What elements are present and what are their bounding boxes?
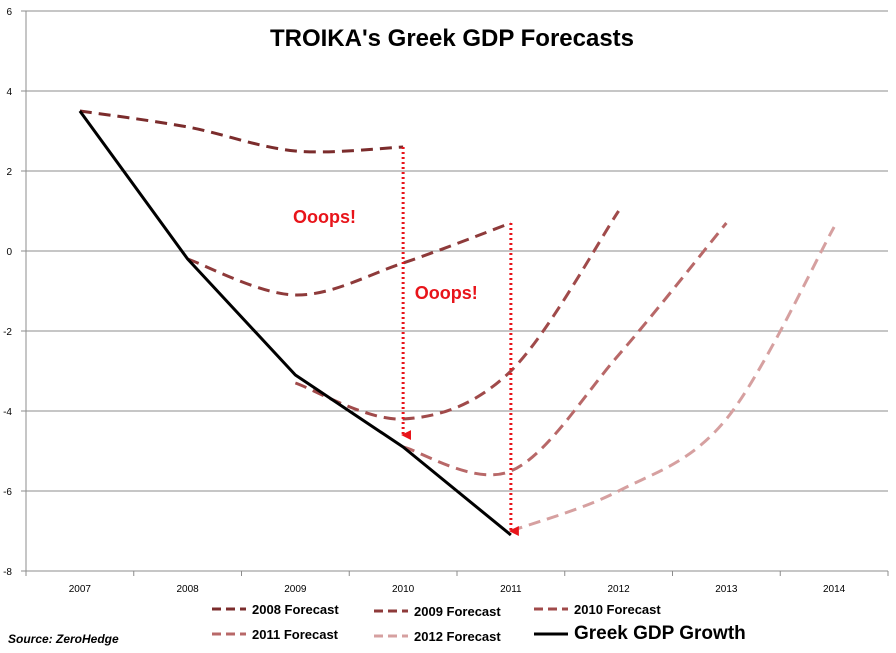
axes: 6 4 2 0 -2 -4 -6 -8 2007 2008 2009 2010 2011 2012 2013…	[3, 7, 889, 595]
y-tick-label: -2	[3, 327, 12, 338]
legend-item: 2011 Forecast	[212, 627, 339, 642]
legend-item: Greek GDP Growth	[534, 623, 746, 644]
legend-item: 2009 Forecast	[374, 604, 501, 619]
legend-item: 2012 Forecast	[374, 629, 501, 644]
legend: 2008 Forecast 2009 Forecast 2010 Forecast 2…	[212, 602, 746, 644]
legend-item: 2010 Forecast	[534, 602, 661, 617]
y-tick-label: 0	[6, 247, 12, 258]
y-tick-label: -4	[3, 407, 12, 418]
y-tick-label: 4	[6, 87, 12, 98]
legend-item: 2008 Forecast	[212, 602, 339, 617]
chart-title: TROIKA's Greek GDP Forecasts	[270, 25, 634, 52]
gridlines	[26, 10, 888, 572]
x-tick-label: 2012	[608, 584, 631, 595]
x-tick-label: 2007	[69, 584, 92, 595]
series-line-greek-gdp-growth	[78, 110, 512, 537]
legend-label: Greek GDP Growth	[574, 623, 746, 644]
legend-label: 2008 Forecast	[252, 602, 339, 617]
x-tick-label: 2008	[177, 584, 200, 595]
series-line-2012-forecast	[510, 226, 836, 533]
y-tick-label: 6	[6, 7, 12, 18]
series-line-2011-forecast	[402, 222, 728, 477]
y-tick-label: -6	[3, 487, 12, 498]
legend-label: 2009 Forecast	[414, 604, 501, 619]
annotation-arrows	[401, 147, 519, 536]
source-note: Source: ZeroHedge	[8, 632, 119, 646]
x-tick-label: 2010	[392, 584, 415, 595]
series-line-2010-forecast	[294, 210, 620, 421]
annotation-ooops-1: Ooops!	[293, 207, 356, 227]
annotation-ooops-2: Ooops!	[415, 283, 478, 303]
annotations: Ooops! Ooops!	[293, 207, 478, 303]
series-line-2009-forecast	[187, 221, 512, 297]
x-tick-label: 2009	[284, 584, 307, 595]
legend-label: 2011 Forecast	[252, 627, 339, 642]
legend-label: 2010 Forecast	[574, 602, 661, 617]
x-tick-label: 2011	[500, 584, 522, 595]
series-lines	[78, 109, 836, 537]
y-tick-label: -8	[3, 567, 12, 578]
legend-label: 2012 Forecast	[414, 629, 501, 644]
x-tick-label: 2014	[823, 584, 846, 595]
x-tick-label: 2013	[715, 584, 738, 595]
y-tick-label: 2	[6, 167, 12, 178]
series-line-2008-forecast	[79, 109, 404, 154]
